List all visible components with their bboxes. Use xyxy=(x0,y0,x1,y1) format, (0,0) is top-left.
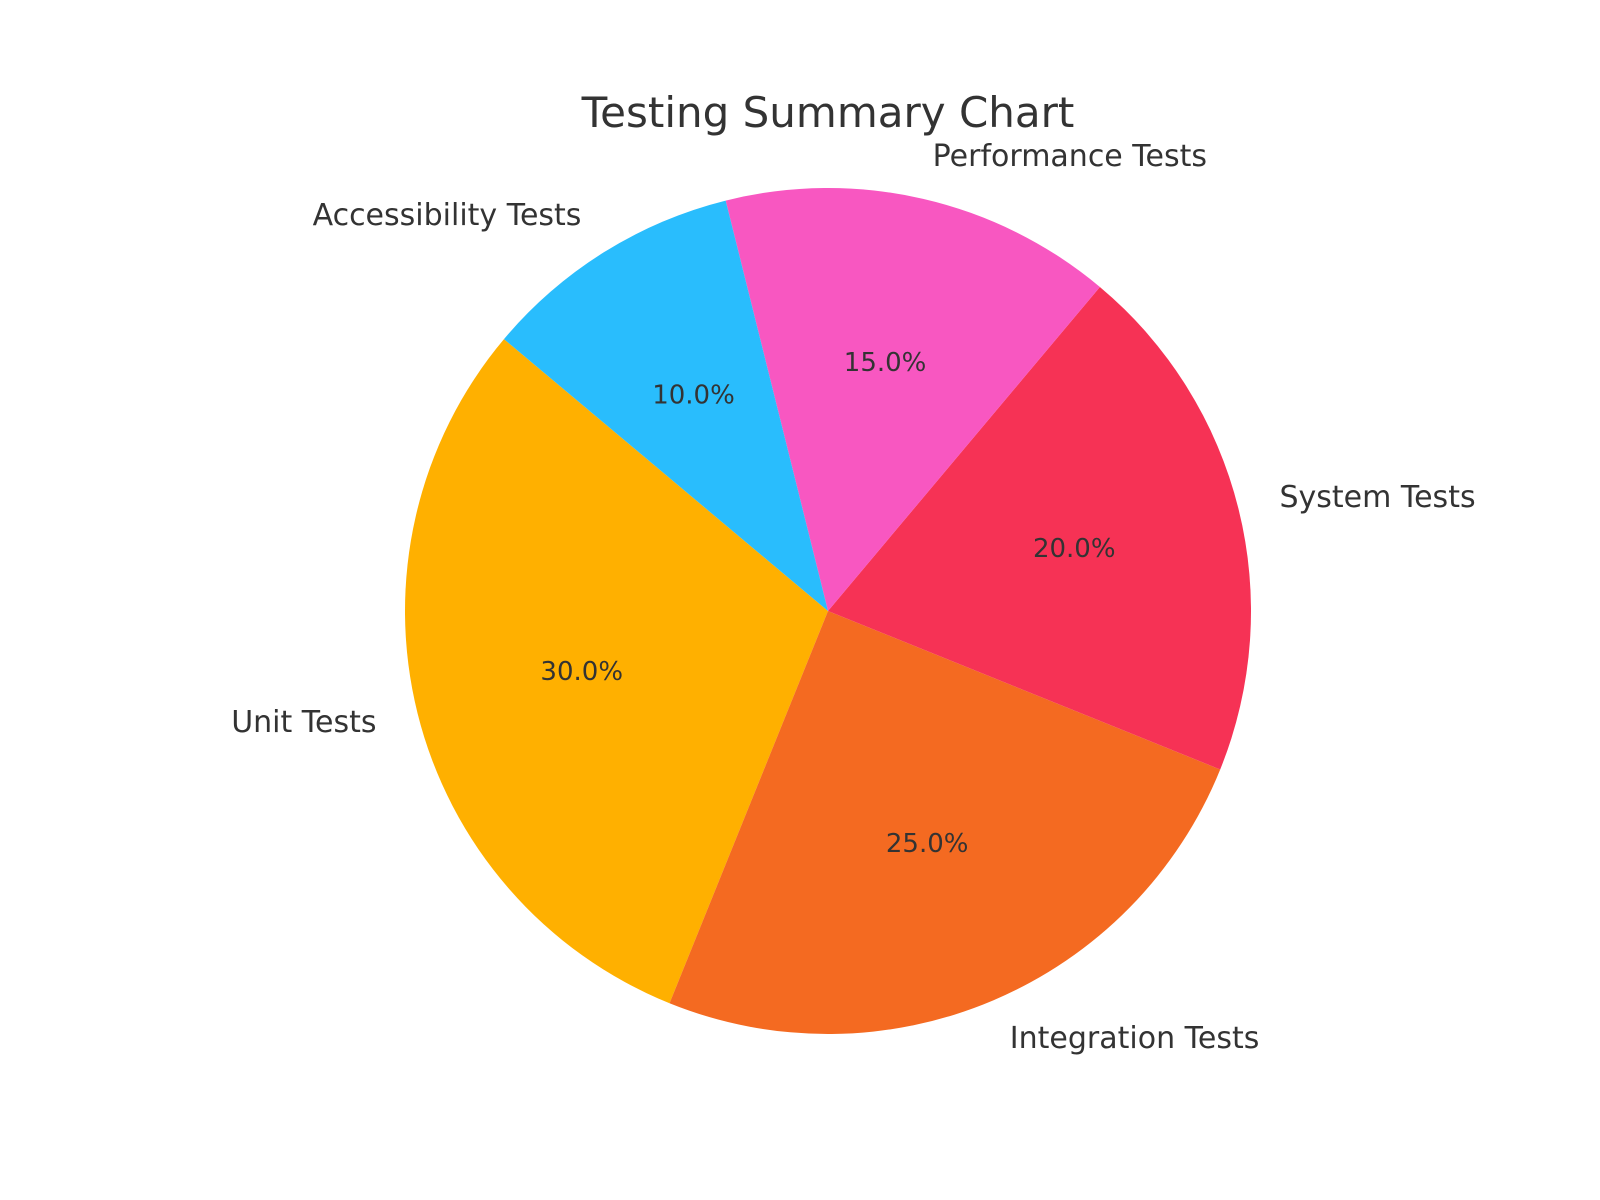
slice-label-performance-tests: Performance Tests xyxy=(933,139,1207,174)
pie-slice-accessibility-tests xyxy=(503,200,828,611)
pie-labels: 30.0% Unit Tests 25.0% Integration Tests 20.… xyxy=(231,139,1475,1056)
pct-label-accessibility-tests: 10.0% xyxy=(652,380,735,410)
pct-label-performance-tests: 15.0% xyxy=(844,348,927,378)
pct-label-system-tests: 20.0% xyxy=(1033,534,1116,564)
pct-label-integration-tests: 25.0% xyxy=(886,829,969,859)
pct-label-unit-tests: 30.0% xyxy=(540,657,623,687)
slice-label-system-tests: System Tests xyxy=(1279,480,1475,515)
slice-label-unit-tests: Unit Tests xyxy=(231,705,376,740)
slice-label-integration-tests: Integration Tests xyxy=(1010,1021,1260,1056)
pie-slice-integration-tests xyxy=(669,611,1221,1034)
pie-slices xyxy=(404,188,1251,1034)
slice-label-accessibility-tests: Accessibility Tests xyxy=(313,198,582,233)
pie-slice-unit-tests xyxy=(404,339,828,1004)
pie-slice-system-tests xyxy=(828,286,1251,770)
chart-title: Testing Summary Chart xyxy=(581,88,1075,137)
pie-slice-performance-tests xyxy=(725,188,1100,611)
